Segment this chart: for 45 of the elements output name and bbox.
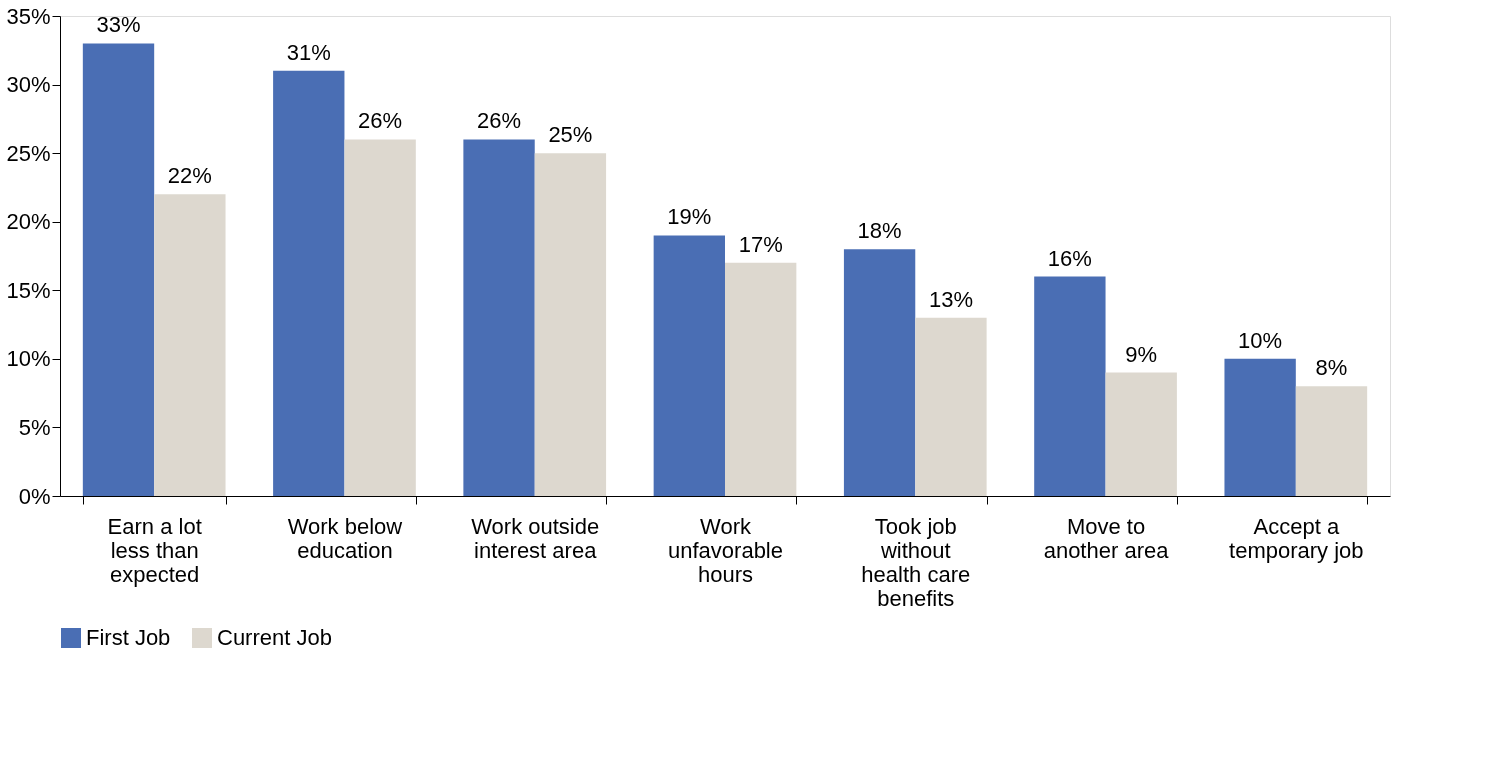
data-label: 22% xyxy=(167,163,212,189)
bar xyxy=(653,235,725,496)
bar xyxy=(725,262,797,496)
data-label: 17% xyxy=(738,231,783,257)
bar xyxy=(82,43,155,496)
data-label: 26% xyxy=(358,108,403,134)
y-tick-label: 20% xyxy=(6,209,51,235)
bar xyxy=(1295,386,1368,496)
bar xyxy=(534,153,607,496)
y-tick-label: 5% xyxy=(18,414,51,440)
legend-label: Current Job xyxy=(217,625,332,650)
x-tick-label: Work outside interest area xyxy=(471,513,600,563)
data-label: 8% xyxy=(1315,355,1348,381)
y-tick-label: 30% xyxy=(6,72,51,98)
y-tick-label: 35% xyxy=(6,3,51,29)
x-tick-label: Earn a lot less than expected xyxy=(107,513,202,587)
bar xyxy=(915,317,987,496)
bar xyxy=(1034,276,1106,496)
x-tick-label: Move to another area xyxy=(1043,513,1170,563)
y-tick-label: 15% xyxy=(6,277,51,303)
bar xyxy=(1224,358,1296,496)
bar xyxy=(154,194,226,496)
x-tick-label: Took job without health care benefits xyxy=(861,513,971,611)
data-label: 9% xyxy=(1125,341,1158,367)
x-tick-label: Work below education xyxy=(287,513,403,563)
bar xyxy=(843,249,916,496)
bar xyxy=(344,139,416,496)
legend-label: First Job xyxy=(86,625,171,650)
data-label: 16% xyxy=(1047,245,1092,271)
bar xyxy=(1105,372,1177,496)
bar xyxy=(463,139,535,496)
y-tick-label: 25% xyxy=(6,140,51,166)
data-label: 31% xyxy=(286,39,331,65)
data-label: 25% xyxy=(548,122,593,148)
y-tick-label: 10% xyxy=(6,346,51,372)
data-label: 10% xyxy=(1238,327,1283,353)
x-tick-label: Accept a temporary job xyxy=(1229,513,1364,563)
data-label: 19% xyxy=(667,204,712,230)
x-tick-label: Work unfavorable hours xyxy=(668,513,783,587)
y-tick-label: 0% xyxy=(18,483,51,509)
data-label: 13% xyxy=(928,286,973,312)
data-label: 26% xyxy=(477,108,522,134)
data-label: 33% xyxy=(96,12,141,38)
bar xyxy=(273,70,345,496)
data-label: 18% xyxy=(857,218,902,244)
